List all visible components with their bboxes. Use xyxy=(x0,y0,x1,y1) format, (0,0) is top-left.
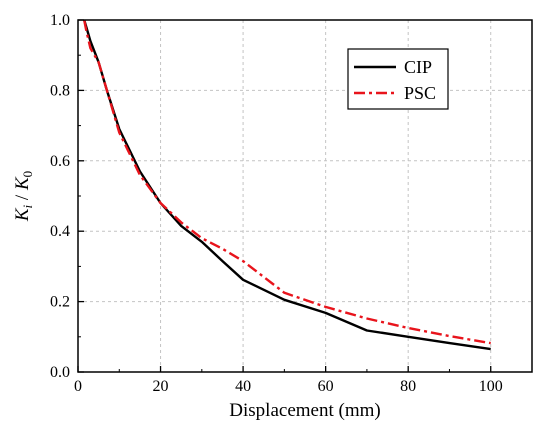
x-tick-label: 80 xyxy=(400,378,416,395)
y-tick-label: 0.0 xyxy=(50,364,70,381)
y-tick-label: 0.8 xyxy=(50,82,70,99)
x-axis-title: Displacement (mm) xyxy=(229,400,380,421)
y-axis-title-separator: / xyxy=(12,190,33,205)
series-layer xyxy=(83,19,491,351)
grid xyxy=(78,20,532,372)
y-tick-label: 0.2 xyxy=(50,294,70,311)
x-tick-label: 20 xyxy=(153,378,169,395)
legend-label-psc: PSC xyxy=(404,83,436,103)
y-tick-label: 1.0 xyxy=(50,12,70,29)
series-line-cip xyxy=(83,19,491,351)
y-axis-title: Ki / K0 xyxy=(12,171,35,222)
y-tick-label: 0.6 xyxy=(50,153,70,170)
legend: CIP PSC xyxy=(347,48,449,110)
y-axis-title-k: K xyxy=(12,207,33,222)
x-tick-label: 60 xyxy=(318,378,334,395)
y-axis-title-k0: K xyxy=(12,176,33,191)
series-line-psc xyxy=(83,19,491,345)
legend-label-cip: CIP xyxy=(404,57,432,77)
x-tick-label: 40 xyxy=(235,378,251,395)
y-axis-title-subscript-0: 0 xyxy=(20,171,35,178)
y-axis-title-subscript-i: i xyxy=(20,204,35,208)
y-tick-label: 0.4 xyxy=(50,223,70,240)
legend-box xyxy=(347,48,449,110)
x-tick-label: 100 xyxy=(479,378,503,395)
x-tick-label: 0 xyxy=(74,378,82,395)
plot-frame xyxy=(77,19,533,373)
ticks: 0 20 40 60 80 100 0.0 0.2 0.4 0.6 0.8 1.0 xyxy=(50,12,503,395)
